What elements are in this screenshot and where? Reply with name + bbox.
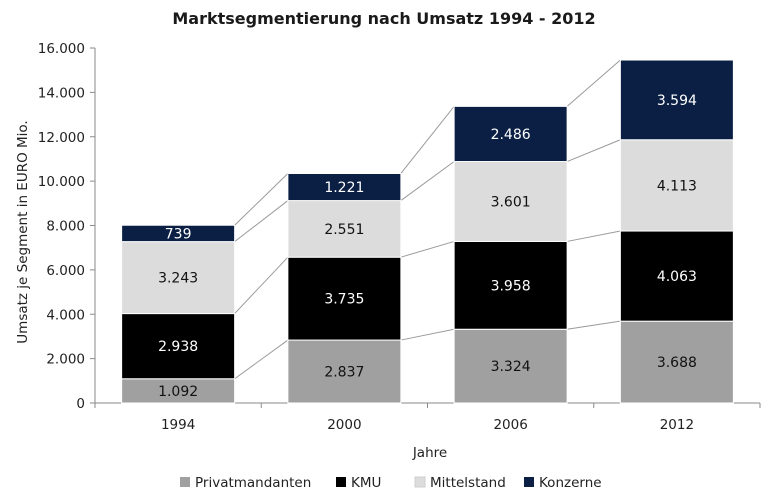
series-connector-line	[234, 256, 289, 314]
bar-segment-mittelstand	[619, 139, 734, 232]
series-connector-line	[567, 320, 621, 330]
legend: Privatmandanten KMU Mittelstand Konzerne	[180, 475, 602, 491]
y-tick-label: 6.000	[46, 263, 85, 279]
data-label: 2.551	[324, 222, 364, 238]
bar-segment-privatmandanten	[121, 378, 236, 404]
data-label: 4.113	[657, 178, 697, 194]
data-label: 3.688	[657, 355, 697, 371]
legend-label: Privatmandanten	[195, 475, 311, 491]
legend-swatch	[414, 476, 426, 488]
data-label: 3.324	[491, 359, 531, 375]
data-label: 2.938	[158, 339, 198, 355]
data-label: 739	[165, 226, 192, 242]
series-connector-line	[400, 161, 455, 201]
y-axis-label: Umsatz je Segment in EURO Mio.	[15, 120, 31, 343]
series-connector-line	[234, 173, 289, 226]
series-connector-line	[566, 139, 621, 162]
x-tick-label: 1994	[161, 417, 195, 433]
series-connector-line	[400, 240, 455, 258]
bar-segment-mittelstand	[287, 200, 402, 258]
data-label: 4.063	[657, 269, 697, 285]
y-tick-label: 14.000	[38, 85, 85, 101]
bar-segment-mittelstand	[453, 161, 568, 242]
data-label: 2.837	[324, 365, 364, 381]
bar-segment-mittelstand	[121, 241, 236, 315]
legend-label: Mittelstand	[430, 475, 506, 491]
data-label: 3.601	[491, 194, 531, 210]
bar-segment-privatmandanten	[287, 339, 402, 404]
y-tick-label: 4.000	[46, 307, 85, 323]
bar-segment-kmu	[453, 240, 568, 330]
legend-label: Konzerne	[539, 475, 602, 491]
legend-swatch	[524, 477, 534, 487]
data-label: 3.735	[324, 292, 364, 308]
bar-segment-konzerne	[619, 59, 734, 141]
data-label: 2.486	[491, 127, 531, 143]
y-tick-label: 8.000	[46, 219, 85, 235]
bar-segment-kmu	[287, 256, 402, 341]
legend-swatch	[336, 477, 346, 487]
y-tick-label: 2.000	[46, 352, 85, 368]
data-label: 3.243	[158, 271, 198, 287]
x-axis-label: Jahre	[412, 445, 447, 461]
series-connector-line	[400, 106, 455, 174]
bar-segment-konzerne	[121, 224, 236, 243]
data-label: 3.958	[491, 278, 531, 294]
y-tick-label: 10.000	[38, 174, 85, 190]
bar-segment-privatmandanten	[619, 320, 734, 404]
chart-title: Marktsegmentierung nach Umsatz 1994 - 20…	[172, 9, 595, 28]
bar-segment-privatmandanten	[453, 328, 568, 404]
y-tick-label: 12.000	[38, 130, 85, 146]
series-connector-line	[566, 59, 621, 107]
bar-segment-konzerne	[453, 105, 568, 163]
plot-area: 0 2.000 4.000 6.000 8.000 10.000 12.000 14.000 1…	[38, 41, 761, 433]
bar-segment-konzerne	[287, 172, 402, 202]
legend-label: KMU	[351, 475, 381, 491]
data-label: 3.594	[657, 93, 697, 109]
series-connector-line	[400, 328, 455, 341]
x-tick-label: 2000	[327, 417, 361, 433]
x-tick-label: 2006	[493, 417, 527, 433]
series-connector-line	[234, 200, 289, 243]
y-tick-label: 0	[76, 396, 85, 412]
data-label: 1.221	[324, 180, 364, 196]
series-connector-line	[234, 339, 289, 380]
legend-swatch	[180, 477, 190, 487]
series-connector-line	[567, 230, 621, 242]
x-tick-label: 2012	[660, 417, 694, 433]
bar-segment-kmu	[121, 313, 236, 380]
data-label: 1.092	[158, 384, 198, 400]
bar-segment-kmu	[619, 230, 734, 322]
y-tick-label: 16.000	[38, 41, 85, 57]
